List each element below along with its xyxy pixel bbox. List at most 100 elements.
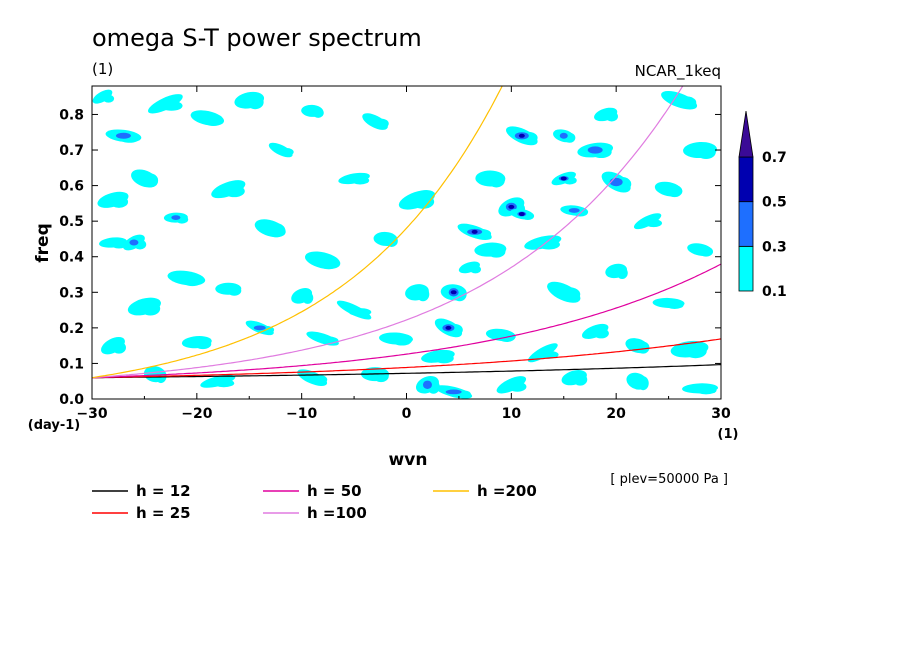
contour-blob (654, 181, 683, 198)
contour-blob (163, 212, 189, 224)
contour-blob (297, 369, 328, 387)
contour-blob (143, 366, 167, 384)
contour-blob (682, 383, 719, 395)
contour-fill-low (203, 114, 224, 127)
contour-blob (670, 340, 709, 359)
contour-fill-low (142, 173, 159, 188)
y-tick-label: 0.3 (59, 285, 84, 301)
y-tick-label: 0.8 (59, 107, 84, 123)
contour-blob (560, 205, 589, 217)
contour-fill-low (279, 148, 294, 157)
contour-fill-mid (587, 146, 603, 154)
contour-blob (458, 261, 481, 274)
dispersion-curve (92, 86, 503, 379)
x-tick-label: −10 (286, 406, 317, 422)
plot-frame (91, 85, 722, 400)
dispersion-curve (92, 263, 721, 379)
colorbar-segment (738, 201, 754, 247)
contour-fill-mid (445, 389, 462, 395)
contour-blob (123, 234, 147, 251)
contour-blob (683, 141, 718, 160)
contour-fill-low (348, 308, 372, 317)
contour-fill-low (508, 381, 527, 392)
contour-blob (553, 129, 576, 143)
colorbar-label: 0.7 (762, 150, 787, 166)
contour-blob (633, 213, 663, 230)
contour-blob (577, 142, 614, 159)
legend-label: h = 50 (307, 482, 362, 500)
y-tick-label: 0.0 (59, 392, 84, 408)
contour-fill-low (684, 344, 707, 359)
contour-fill-low (194, 339, 212, 350)
contour-blob (362, 113, 389, 130)
contour-fill-low (411, 194, 435, 209)
contour-fill-low (312, 107, 324, 118)
contour-fill-mid (129, 239, 139, 246)
y-tick-label: 0.2 (59, 321, 84, 337)
contour-fill-low (699, 246, 714, 257)
y-axis-label: freq (33, 223, 53, 262)
x-axis-unit: (1) (718, 427, 739, 442)
contour-blob (661, 90, 698, 110)
contour-blob (167, 270, 206, 287)
contour-fill-mid (422, 380, 432, 389)
contour-blob (435, 385, 473, 399)
contour-fill-low (160, 100, 183, 111)
contour-blob (551, 171, 577, 186)
contour-blob (147, 94, 183, 114)
x-tick-label: −30 (76, 406, 107, 422)
y-tick-label: 0.5 (59, 214, 84, 230)
contour-blob (200, 374, 236, 388)
chart-title: omega S-T power spectrum (92, 24, 422, 52)
dispersion-curves (92, 86, 721, 379)
contour-fill-low (695, 386, 717, 395)
contour-blob (506, 126, 538, 146)
y-tick-label: 0.7 (59, 143, 84, 159)
colorbar-segment (738, 156, 754, 203)
legend: h = 12 h = 25 h = 50 h =100 h =200 (92, 482, 537, 522)
contour-fill-low (227, 285, 242, 296)
contour-blob (652, 297, 685, 309)
contour-fill-low (616, 266, 628, 279)
contour-fill-low (181, 274, 204, 287)
contour-fill-low (593, 328, 609, 339)
contour-fill-low (223, 185, 245, 198)
contour-fill-low (487, 173, 505, 188)
y-axis-ticks: 0.0 0.1 0.2 0.3 0.4 0.5 0.6 0.7 0.8 (59, 107, 721, 408)
y-axis-unit: (day-1) (28, 418, 80, 433)
contour-blob (605, 263, 628, 279)
dispersion-curve (92, 364, 721, 379)
contour-fill-low (434, 353, 454, 364)
contour-blob (190, 110, 225, 127)
contour-fill-mid (568, 208, 580, 213)
contour-blob (509, 208, 535, 221)
contour-fill-high (508, 204, 515, 209)
colorbar: 0.1 0.3 0.5 0.7 (738, 110, 787, 300)
contour-fill-low (385, 234, 398, 247)
contour-blob (398, 190, 436, 210)
contour-blob (421, 349, 455, 364)
legend-label: h = 25 (136, 504, 191, 522)
contour-fill-low (309, 374, 328, 385)
x-tick-label: 20 (606, 406, 626, 422)
contour-fill-low (538, 350, 559, 359)
model-label: NCAR_1keq (635, 62, 721, 81)
contour-blob (474, 242, 507, 258)
contour-blob (594, 107, 618, 122)
contour-blob (561, 370, 588, 386)
contour-blob (131, 169, 159, 188)
contour-fill-low (673, 96, 697, 109)
contour-fill-low (666, 185, 683, 198)
contour-fill-mid (115, 132, 131, 139)
legend-label: h = 12 (136, 482, 191, 500)
x-tick-label: −20 (181, 406, 212, 422)
contour-blob (301, 104, 324, 118)
x-tick-label: 0 (402, 406, 412, 422)
contour-fill-high (471, 229, 478, 234)
contour-fill-low (392, 335, 412, 346)
contour-blob (101, 336, 126, 355)
contour-fill-low (605, 111, 618, 122)
contour-fill-low (140, 301, 161, 316)
contour-blob (97, 191, 129, 208)
contour-fill-high (518, 133, 525, 138)
